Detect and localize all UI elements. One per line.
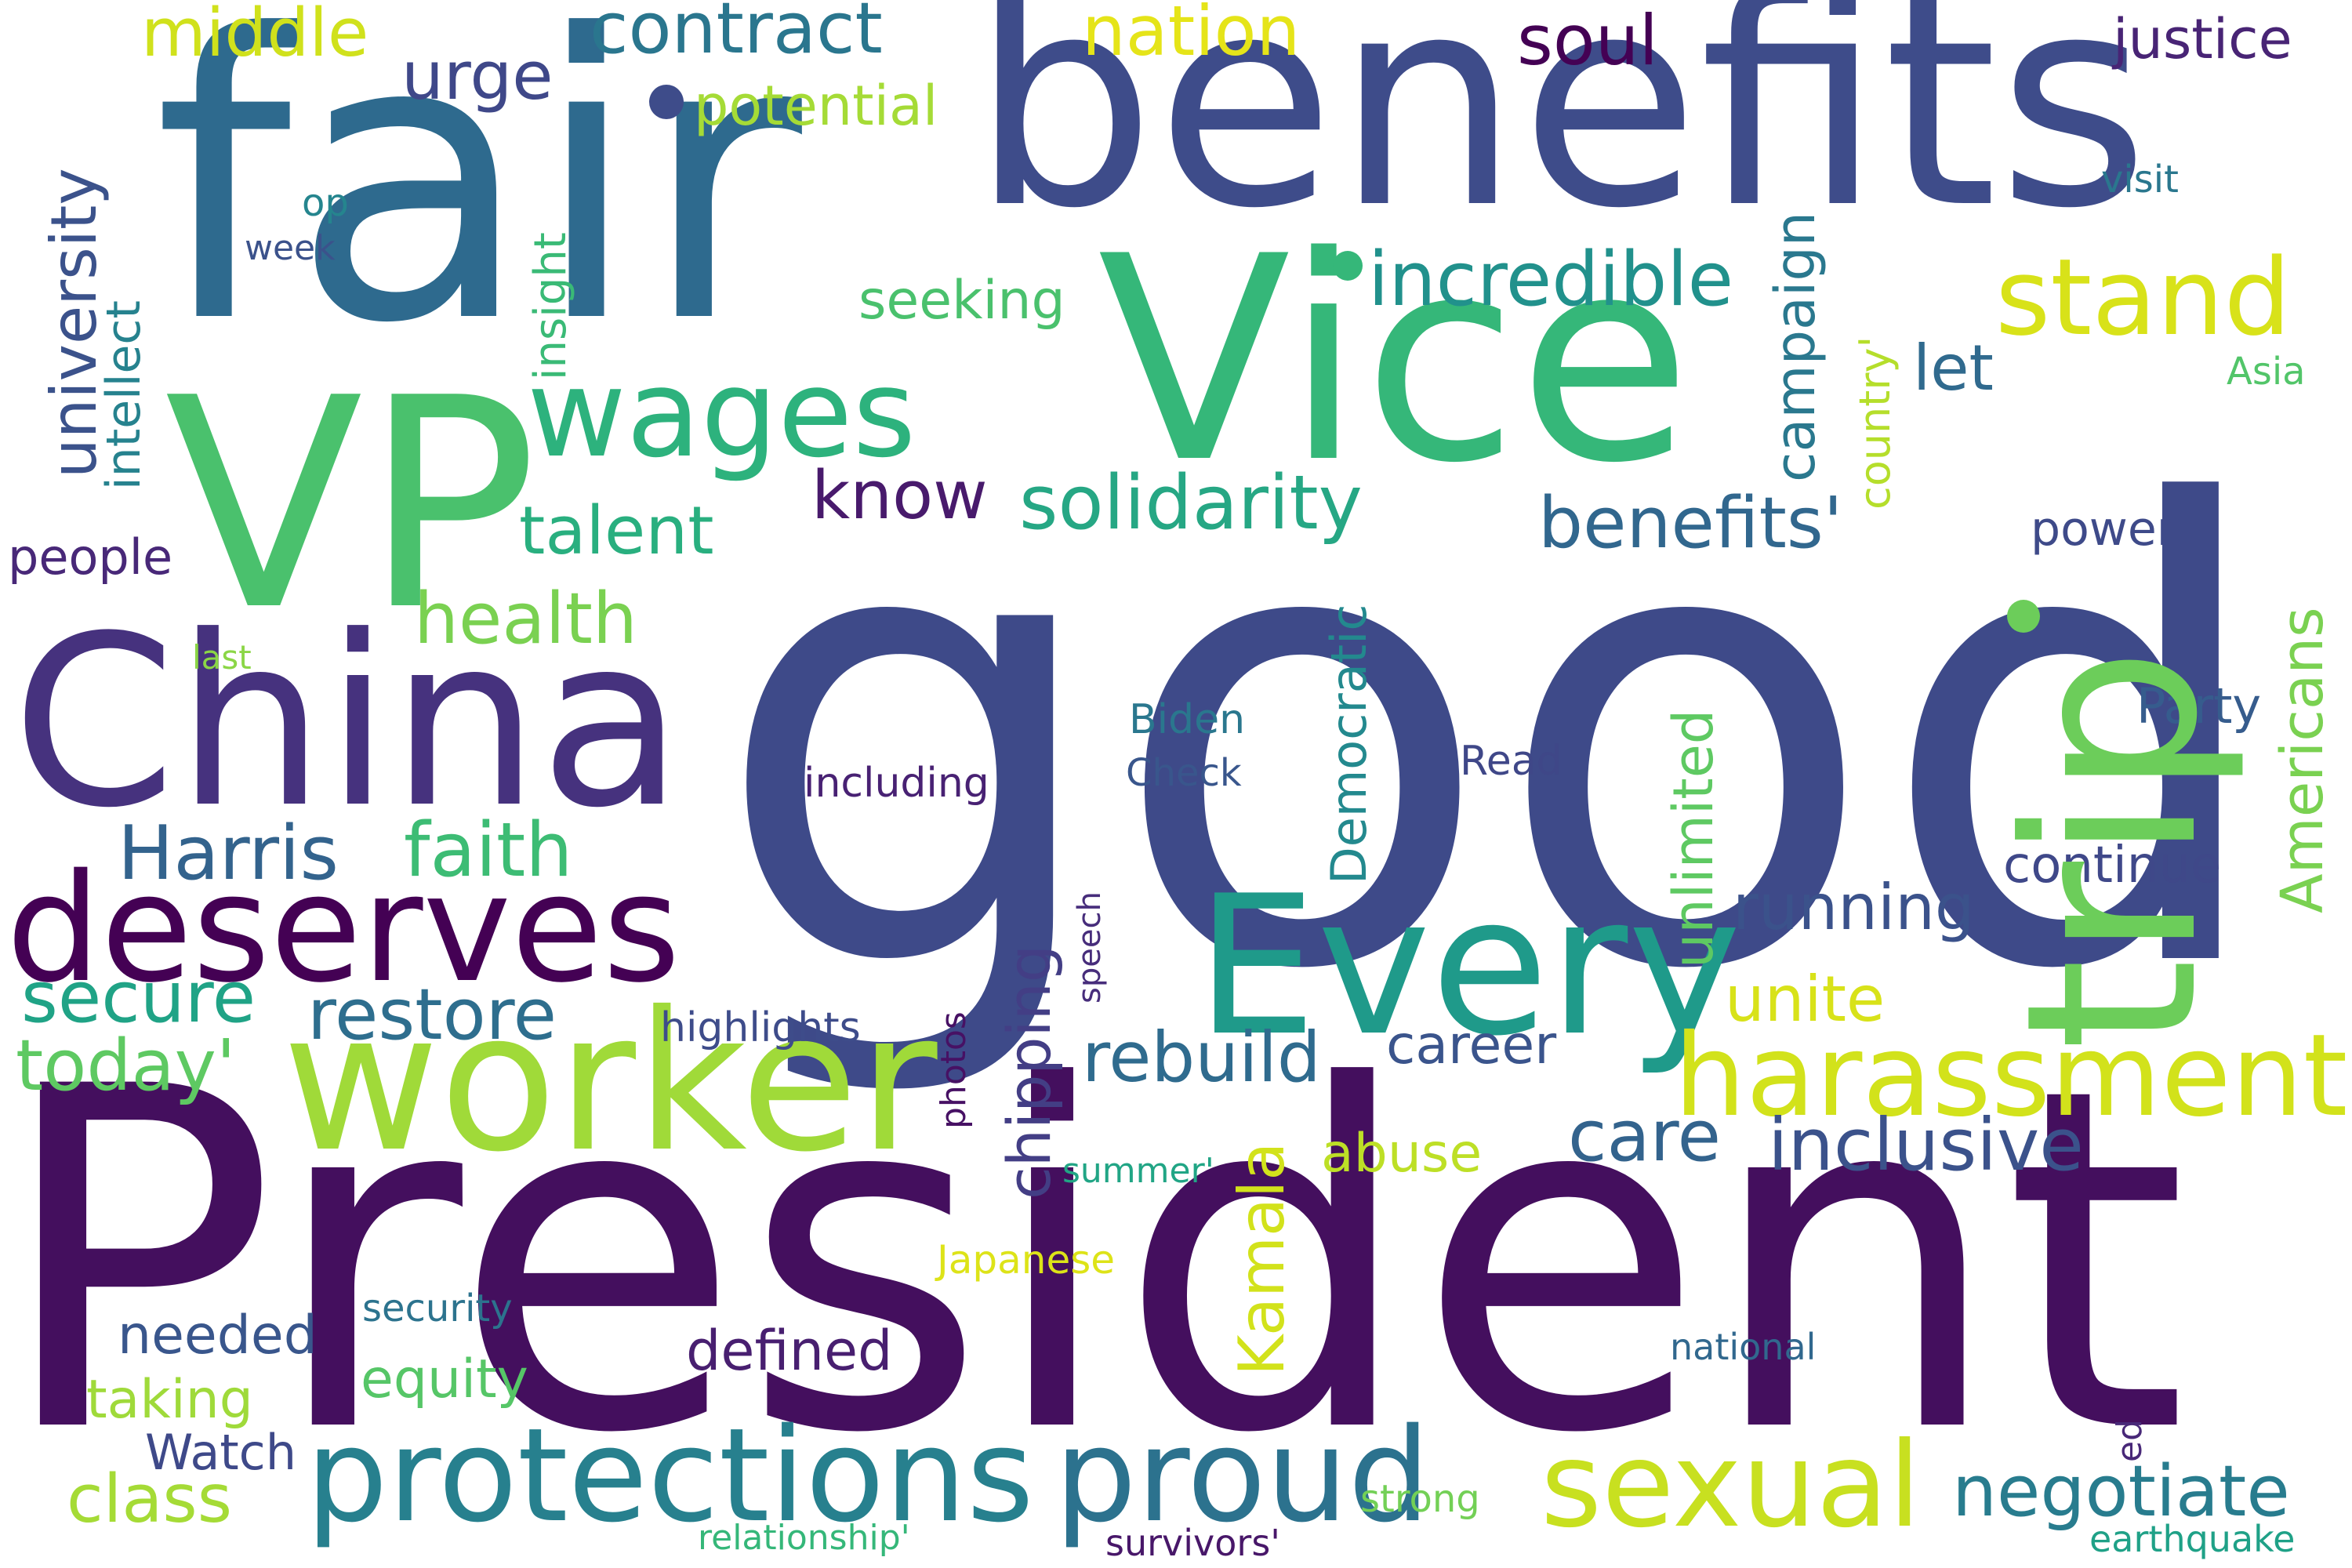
word-class: class <box>67 1461 233 1538</box>
word-know: know <box>811 457 988 535</box>
word-potential: potential <box>694 74 938 138</box>
word-read: Read <box>1460 738 1563 785</box>
word-visit: visit <box>2101 158 2179 201</box>
word-democratic: Democratic <box>1320 604 1377 884</box>
word-protections: protections <box>306 1400 1034 1551</box>
word-unite: unite <box>1725 963 1886 1036</box>
word-asia: Asia <box>2227 350 2306 394</box>
word-earthquake: earthquake <box>2089 1518 2296 1560</box>
dot-accent <box>2007 600 2040 633</box>
word-restore: restore <box>307 974 557 1056</box>
word-campaign: campaign <box>1763 211 1828 482</box>
word-harris: Harris <box>118 811 339 897</box>
word-watch: Watch <box>145 1424 297 1481</box>
word-incredible: incredible <box>1368 237 1734 323</box>
word-ed: ed <box>2110 1419 2150 1462</box>
word-every: Every <box>1196 855 1742 1078</box>
word-wages: wages <box>527 343 916 485</box>
word-strong: strong <box>1360 1477 1480 1521</box>
word-continue: continue <box>2003 837 2222 895</box>
word-vice: Vice <box>1098 196 1692 524</box>
word-insight: insight <box>525 232 576 380</box>
word-inclusive: inclusive <box>1768 1103 2084 1187</box>
word-seeking: seeking <box>858 270 1065 332</box>
word-good: good <box>712 376 2276 1106</box>
word-summer: summer' <box>1062 1151 1214 1191</box>
word-talent: talent <box>519 492 714 570</box>
word-rebuild: rebuild <box>1082 1017 1321 1098</box>
word-kamala: Kamala <box>1225 1142 1298 1376</box>
word-security: security <box>362 1287 513 1330</box>
word-let: let <box>1913 332 1994 405</box>
word-today: today' <box>16 1025 236 1107</box>
word-urge: urge <box>401 38 554 115</box>
word-career: career <box>1386 1014 1557 1076</box>
word-trip: trip <box>1976 647 2249 1051</box>
word-americans: Americans <box>2269 607 2336 913</box>
word-intellect: intellect <box>96 300 151 490</box>
word-health: health <box>414 578 637 660</box>
word-country: country' <box>1850 336 1900 510</box>
word-benefits: benefits <box>971 0 2150 272</box>
word-harassment: harassment <box>1674 1010 2348 1142</box>
word-running: running <box>1733 871 1975 944</box>
word-defined: defined <box>686 1319 893 1383</box>
word-needed: needed <box>118 1305 318 1367</box>
word-photos: photos <box>934 1011 974 1129</box>
word-survivors: survivors' <box>1105 1522 1280 1564</box>
word-highlights: highlights <box>660 1004 861 1051</box>
word-china: China <box>12 586 684 859</box>
word-chipping: chipping <box>994 944 1064 1200</box>
word-solidarity: solidarity <box>1019 460 1363 546</box>
word-fair: fair <box>154 0 802 408</box>
word-vp: VP <box>165 337 539 674</box>
word-national: national <box>1670 1326 1817 1368</box>
word-benefits-quote: benefits' <box>1538 482 1843 564</box>
word-worker: worker <box>282 971 938 1194</box>
dot-accent <box>649 85 684 119</box>
word-including: including <box>804 760 989 807</box>
word-justice: justice <box>2113 7 2292 71</box>
word-relationship: relationship' <box>698 1518 910 1558</box>
word-taking: taking <box>86 1369 253 1431</box>
word-week: week <box>245 228 336 268</box>
word-contract: contract <box>590 0 883 70</box>
word-middle: middle <box>141 0 369 72</box>
word-deserves: deserves <box>6 842 681 1015</box>
word-president: President <box>0 988 2188 1536</box>
word-last: last <box>192 638 252 677</box>
word-sexual: sexual <box>1541 1417 1922 1554</box>
word-party: Party <box>2136 677 2262 735</box>
word-people: people <box>8 528 173 586</box>
word-proud: proud <box>1054 1400 1431 1551</box>
word-speech: speech <box>1072 891 1108 1004</box>
word-care: care <box>1568 1095 1722 1178</box>
word-equity: equity <box>361 1348 528 1410</box>
word-op: op <box>302 181 349 225</box>
word-check: Check <box>1126 751 1242 795</box>
word-abuse: abuse <box>1321 1123 1483 1185</box>
word-nation: nation <box>1082 0 1301 71</box>
word-secure: secure <box>21 956 256 1039</box>
word-japanese: Japanese <box>937 1237 1116 1283</box>
word-biden: Biden <box>1129 696 1246 743</box>
word-soul: soul <box>1517 0 1658 81</box>
word-power: power <box>2031 502 2176 557</box>
word-stand: stand <box>1995 236 2292 359</box>
word-negotiate: negotiate <box>1952 1450 2290 1533</box>
dot-accent <box>1333 251 1363 281</box>
word-faith: faith <box>404 808 573 894</box>
word-unlimited: unlimited <box>1661 709 1726 968</box>
